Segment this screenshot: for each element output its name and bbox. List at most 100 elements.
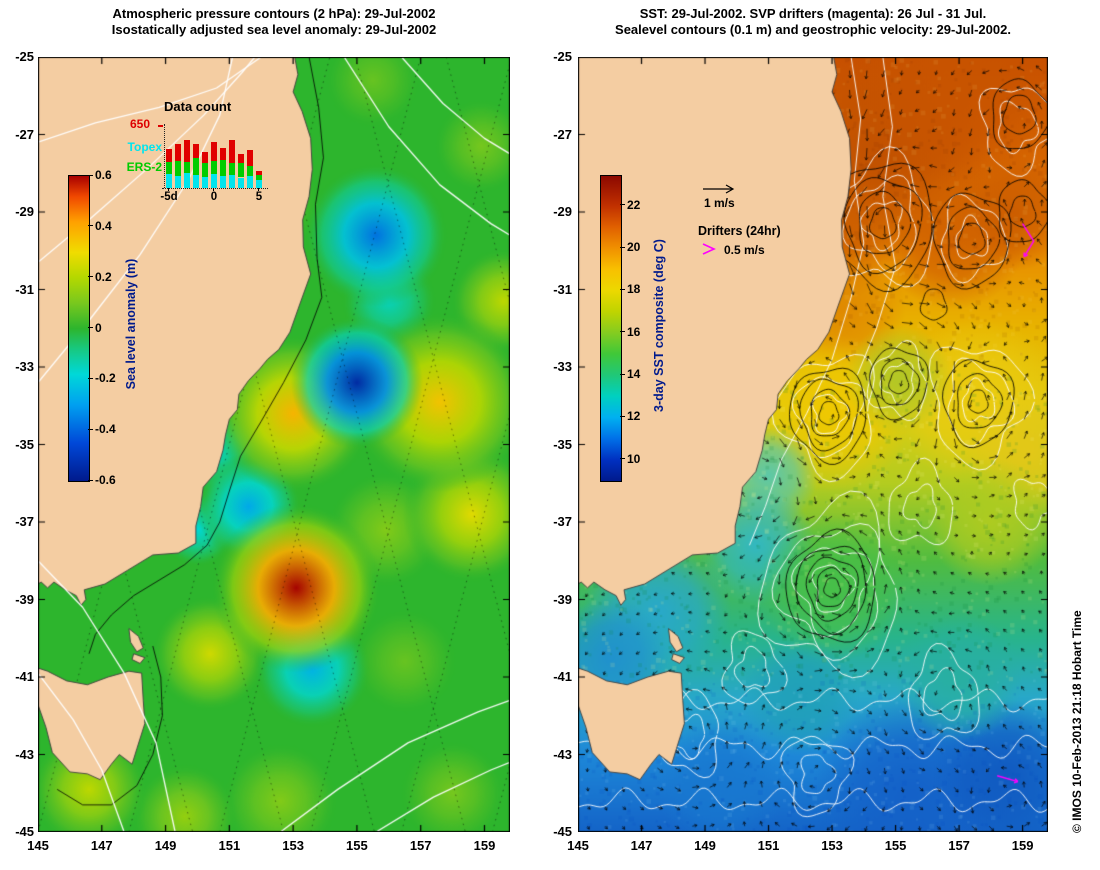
inset-bar-segment bbox=[202, 176, 208, 188]
inset-x-tick-mark bbox=[213, 188, 214, 191]
inset-bar-segment bbox=[175, 144, 181, 162]
colorbar-tick-mark bbox=[620, 331, 625, 333]
inset-ymax-label: 650 bbox=[130, 117, 151, 131]
colorbar-tick-label: 14 bbox=[627, 367, 641, 382]
lon-tick-label: 157 bbox=[948, 838, 970, 853]
colorbar-tick-mark bbox=[88, 276, 93, 278]
colorbar-tick-label: -0.6 bbox=[95, 473, 116, 487]
inset-bar-segment bbox=[202, 163, 208, 177]
lat-tick-label: -37 bbox=[553, 514, 572, 529]
colorbar-tick-mark bbox=[88, 428, 93, 430]
inset-bar-segment bbox=[229, 163, 235, 175]
inset-bar-segment bbox=[166, 148, 172, 163]
inset-bar-segment bbox=[220, 160, 226, 176]
colorbar-tick-mark bbox=[88, 327, 93, 328]
inset-bar-segment bbox=[238, 163, 244, 178]
inset-y-axis bbox=[164, 124, 165, 188]
inset-bar-segment bbox=[238, 177, 244, 188]
inset-bar-segment bbox=[247, 149, 253, 167]
right-title-line1: SST: 29-Jul-2002. SVP drifters (magenta)… bbox=[639, 6, 987, 21]
lat-tick-label: -39 bbox=[15, 591, 34, 607]
inset-bar-segment bbox=[166, 162, 172, 174]
lon-tick-label: 157 bbox=[409, 838, 432, 853]
inset-bar-segment bbox=[229, 174, 235, 188]
colorbar-tick-mark bbox=[620, 288, 625, 290]
inset-bar-segment bbox=[220, 175, 226, 188]
inset-bar-segment bbox=[238, 153, 244, 164]
inset-x-tick-mark bbox=[258, 188, 259, 191]
colorbar-tick-label: 0.6 bbox=[95, 168, 112, 182]
inset-x-tick-label: 0 bbox=[210, 191, 218, 203]
inset-bar-segment bbox=[175, 161, 181, 176]
lat-tick-label: -43 bbox=[15, 746, 34, 762]
colorbar-tick-label: 16 bbox=[627, 324, 641, 339]
colorbar-tick-label: 10 bbox=[627, 451, 641, 466]
left-panel-title: Atmospheric pressure contours (2 hPa): 2… bbox=[38, 6, 510, 38]
sst-colorbar bbox=[600, 175, 622, 482]
inset-bar-segment bbox=[256, 174, 262, 181]
lon-tick-label: 145 bbox=[567, 838, 589, 853]
inset-bar-segment bbox=[229, 140, 235, 164]
left-title-line1: Atmospheric pressure contours (2 hPa): 2… bbox=[112, 6, 436, 21]
velocity-scale-arrow-icon bbox=[703, 184, 735, 194]
legend-topex: Topex bbox=[127, 140, 162, 154]
lon-tick-label: 147 bbox=[630, 838, 653, 853]
inset-bar-segment bbox=[184, 140, 190, 163]
lat-tick-label: -41 bbox=[553, 669, 572, 684]
sla-map-canvas bbox=[38, 57, 510, 832]
left-title-line2: Isostatically adjusted sea level anomaly… bbox=[111, 22, 437, 37]
inset-bar-segment bbox=[211, 173, 217, 188]
lon-tick-label: 149 bbox=[154, 838, 177, 853]
lat-tick-label: -41 bbox=[15, 669, 34, 684]
lat-tick-label: -45 bbox=[15, 824, 34, 839]
lat-tick-label: -29 bbox=[15, 204, 34, 219]
colorbar-tick-label: -0.2 bbox=[95, 371, 116, 386]
lat-tick-label: -29 bbox=[553, 204, 572, 219]
inset-bar-segment bbox=[175, 175, 181, 188]
colorbar-tick-label: 0 bbox=[95, 320, 102, 335]
inset-bar-segment bbox=[211, 142, 217, 162]
colorbar-tick-label: 18 bbox=[627, 282, 641, 297]
drifter-speed-label: 0.5 m/s bbox=[724, 243, 765, 257]
drifter-arrow-icon bbox=[702, 243, 716, 255]
colorbar-tick-label: 22 bbox=[627, 197, 641, 212]
colorbar-tick-mark bbox=[88, 377, 93, 379]
colorbar-tick-label: 0.2 bbox=[95, 269, 112, 284]
colorbar-tick-label: 12 bbox=[627, 409, 641, 424]
lat-tick-label: -35 bbox=[15, 436, 34, 452]
colorbar-tick-mark bbox=[88, 479, 93, 481]
colorbar-tick-mark bbox=[88, 174, 93, 176]
drifters-legend-title: Drifters (24hr) bbox=[698, 224, 781, 238]
inset-bar-segment bbox=[256, 170, 262, 175]
lon-tick-label: 159 bbox=[473, 838, 496, 853]
colorbar-tick-mark bbox=[620, 373, 625, 375]
sst-map-canvas bbox=[578, 57, 1048, 832]
colorbar-tick-mark bbox=[620, 458, 625, 460]
inset-bar-segment bbox=[184, 162, 190, 173]
lon-tick-label: 151 bbox=[218, 838, 241, 853]
inset-bar-segment bbox=[193, 158, 199, 175]
lat-tick-label: -31 bbox=[553, 281, 572, 297]
right-title-line2: Sealevel contours (0.1 m) and geostrophi… bbox=[615, 22, 1011, 37]
colorbar-tick-label: -0.4 bbox=[95, 422, 116, 437]
inset-bar-segment bbox=[220, 147, 226, 161]
inset-bar-segment bbox=[166, 173, 172, 188]
lat-tick-label: -25 bbox=[553, 49, 572, 64]
lat-tick-label: -35 bbox=[553, 436, 572, 452]
lon-tick-label: 145 bbox=[27, 838, 49, 853]
inset-title: Data count bbox=[164, 99, 232, 114]
lat-tick-label: -33 bbox=[15, 359, 34, 374]
inset-x-axis bbox=[162, 188, 268, 189]
inset-bar-segment bbox=[202, 151, 208, 164]
right-panel-title: SST: 29-Jul-2002. SVP drifters (magenta)… bbox=[578, 6, 1048, 38]
lon-tick-label: 153 bbox=[821, 838, 843, 853]
lat-tick-label: -33 bbox=[553, 359, 572, 374]
lat-tick-label: -31 bbox=[15, 281, 34, 297]
inset-x-tick-mark bbox=[168, 188, 169, 191]
data-count-inset: Data count 650 Topex ERS-2 -5d 0 5 bbox=[118, 96, 298, 218]
legend-ers2: ERS-2 bbox=[126, 160, 162, 174]
colorbar-tick-label: 20 bbox=[627, 240, 641, 254]
lat-tick-label: -27 bbox=[15, 126, 34, 142]
velocity-scale-label: 1 m/s bbox=[704, 196, 735, 210]
